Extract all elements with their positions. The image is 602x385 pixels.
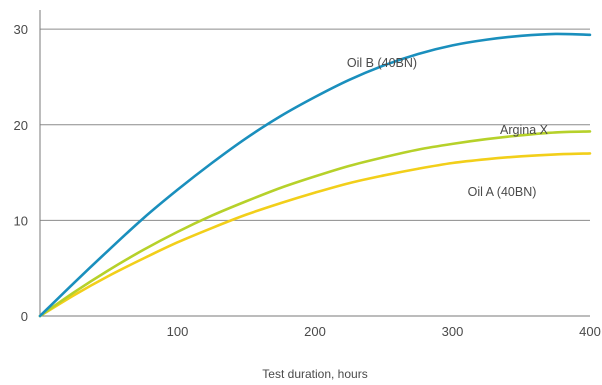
series-label-oil-b-40bn: Oil B (40BN) <box>347 56 417 70</box>
series-lines <box>38 32 592 318</box>
y-tick-label: 30 <box>14 22 28 37</box>
axes: 0 10 20 30 100 200 300 400 <box>14 10 601 339</box>
y-tick-label: 0 <box>21 309 28 324</box>
series-label-oil-a-40bn: Oil A (40BN) <box>468 185 537 199</box>
series-line-oil-a-40bn <box>38 152 592 318</box>
x-tick-label: 300 <box>442 324 464 339</box>
series-label-argina-x: Argina X <box>500 123 549 137</box>
x-axis-title: Test duration, hours <box>262 367 367 381</box>
series-line-oil-b-40bn <box>38 32 592 318</box>
x-tick-label: 100 <box>167 324 189 339</box>
x-tick-label: 400 <box>579 324 601 339</box>
x-tick-label: 200 <box>304 324 326 339</box>
series-line-argina-x <box>38 130 592 318</box>
gridlines <box>40 28 590 221</box>
y-tick-label: 10 <box>14 213 28 228</box>
series-labels: Oil B (40BN) Argina X Oil A (40BN) <box>347 56 549 199</box>
y-tick-label: 20 <box>14 118 28 133</box>
